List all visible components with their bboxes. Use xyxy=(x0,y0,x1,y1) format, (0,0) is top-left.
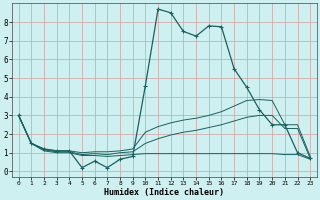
X-axis label: Humidex (Indice chaleur): Humidex (Indice chaleur) xyxy=(104,188,224,197)
